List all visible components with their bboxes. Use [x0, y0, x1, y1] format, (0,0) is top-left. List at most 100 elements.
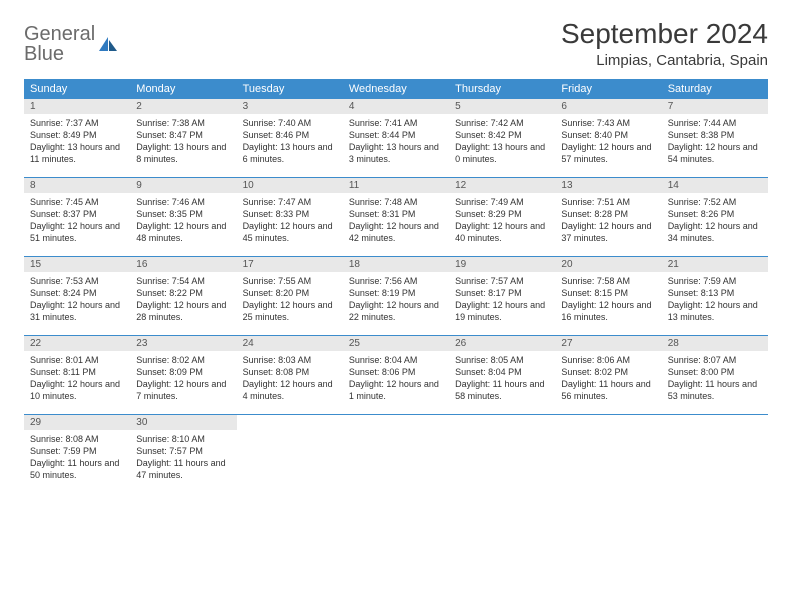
sunset-text: Sunset: 8:17 PM: [455, 287, 549, 299]
day-cell: [237, 415, 343, 493]
sunset-text: Sunset: 8:15 PM: [561, 287, 655, 299]
day-body: Sunrise: 7:52 AMSunset: 8:26 PMDaylight:…: [662, 193, 768, 251]
daylight-text: Daylight: 12 hours and 13 minutes.: [668, 299, 762, 323]
sunset-text: Sunset: 8:44 PM: [349, 129, 443, 141]
daylight-text: Daylight: 12 hours and 40 minutes.: [455, 220, 549, 244]
day-body: Sunrise: 7:49 AMSunset: 8:29 PMDaylight:…: [449, 193, 555, 251]
day-header: Saturday: [662, 79, 768, 99]
day-cell: 5Sunrise: 7:42 AMSunset: 8:42 PMDaylight…: [449, 99, 555, 177]
day-body: Sunrise: 7:40 AMSunset: 8:46 PMDaylight:…: [237, 114, 343, 172]
day-number: 2: [130, 99, 236, 114]
day-body: Sunrise: 8:03 AMSunset: 8:08 PMDaylight:…: [237, 351, 343, 409]
daylight-text: Daylight: 12 hours and 4 minutes.: [243, 378, 337, 402]
sunrise-text: Sunrise: 7:40 AM: [243, 117, 337, 129]
day-cell: 16Sunrise: 7:54 AMSunset: 8:22 PMDayligh…: [130, 257, 236, 335]
sunset-text: Sunset: 8:29 PM: [455, 208, 549, 220]
sunrise-text: Sunrise: 7:54 AM: [136, 275, 230, 287]
logo: General Blue: [24, 18, 119, 64]
sunrise-text: Sunrise: 7:46 AM: [136, 196, 230, 208]
day-body: Sunrise: 7:45 AMSunset: 8:37 PMDaylight:…: [24, 193, 130, 251]
day-number: 8: [24, 178, 130, 193]
day-body: Sunrise: 8:07 AMSunset: 8:00 PMDaylight:…: [662, 351, 768, 409]
daylight-text: Daylight: 12 hours and 57 minutes.: [561, 141, 655, 165]
sunset-text: Sunset: 7:57 PM: [136, 445, 230, 457]
calendar: SundayMondayTuesdayWednesdayThursdayFrid…: [24, 79, 768, 493]
day-number: 1: [24, 99, 130, 114]
day-body: Sunrise: 7:44 AMSunset: 8:38 PMDaylight:…: [662, 114, 768, 172]
sunrise-text: Sunrise: 7:58 AM: [561, 275, 655, 287]
day-number: 13: [555, 178, 661, 193]
day-number: 22: [24, 336, 130, 351]
day-cell: 11 Sunrise: 7:48 AMSunset: 8:31 PMDayligh…: [343, 178, 449, 256]
day-body: Sunrise: 8:05 AMSunset: 8:04 PMDaylight:…: [449, 351, 555, 409]
day-cell: 29Sunrise: 8:08 AMSunset: 7:59 PMDayligh…: [24, 415, 130, 493]
day-body: Sunrise: 8:01 AMSunset: 8:11 PMDaylight:…: [24, 351, 130, 409]
sunrise-text: Sunrise: 7:41 AM: [349, 117, 443, 129]
sunrise-text: Sunrise: 8:03 AM: [243, 354, 337, 366]
day-cell: [555, 415, 661, 493]
logo-line2: Blue: [24, 44, 95, 64]
day-number: 18: [343, 257, 449, 272]
day-number: 11: [343, 178, 449, 193]
day-cell: 17Sunrise: 7:55 AMSunset: 8:20 PMDayligh…: [237, 257, 343, 335]
day-number: 9: [130, 178, 236, 193]
day-number: 28: [662, 336, 768, 351]
daylight-text: Daylight: 12 hours and 31 minutes.: [30, 299, 124, 323]
day-header: Friday: [555, 79, 661, 99]
daylight-text: Daylight: 12 hours and 10 minutes.: [30, 378, 124, 402]
day-cell: 3Sunrise: 7:40 AMSunset: 8:46 PMDaylight…: [237, 99, 343, 177]
day-body: Sunrise: 7:55 AMSunset: 8:20 PMDaylight:…: [237, 272, 343, 330]
sunset-text: Sunset: 8:35 PM: [136, 208, 230, 220]
day-body: Sunrise: 7:47 AMSunset: 8:33 PMDaylight:…: [237, 193, 343, 251]
sunset-text: Sunset: 8:42 PM: [455, 129, 549, 141]
day-number: 24: [237, 336, 343, 351]
day-body: Sunrise: 7:56 AMSunset: 8:19 PMDaylight:…: [343, 272, 449, 330]
daylight-text: Daylight: 13 hours and 11 minutes.: [30, 141, 124, 165]
day-number: 15: [24, 257, 130, 272]
day-body: Sunrise: 8:02 AMSunset: 8:09 PMDaylight:…: [130, 351, 236, 409]
sunrise-text: Sunrise: 7:49 AM: [455, 196, 549, 208]
day-number: 6: [555, 99, 661, 114]
sunrise-text: Sunrise: 7:45 AM: [30, 196, 124, 208]
sunrise-text: Sunrise: 8:05 AM: [455, 354, 549, 366]
day-cell: 4Sunrise: 7:41 AMSunset: 8:44 PMDaylight…: [343, 99, 449, 177]
day-cell: 13Sunrise: 7:51 AMSunset: 8:28 PMDayligh…: [555, 178, 661, 256]
daylight-text: Daylight: 12 hours and 54 minutes.: [668, 141, 762, 165]
header: General Blue September 2024 Limpias, Can…: [24, 18, 768, 69]
day-number: 25: [343, 336, 449, 351]
day-cell: 25Sunrise: 8:04 AMSunset: 8:06 PMDayligh…: [343, 336, 449, 414]
sunset-text: Sunset: 8:37 PM: [30, 208, 124, 220]
day-number: 12: [449, 178, 555, 193]
sunrise-text: Sunrise: 7:53 AM: [30, 275, 124, 287]
day-number: 5: [449, 99, 555, 114]
daylight-text: Daylight: 12 hours and 51 minutes.: [30, 220, 124, 244]
sunset-text: Sunset: 8:24 PM: [30, 287, 124, 299]
daylight-text: Daylight: 13 hours and 0 minutes.: [455, 141, 549, 165]
day-number: 3: [237, 99, 343, 114]
sunrise-text: Sunrise: 7:55 AM: [243, 275, 337, 287]
day-cell: 19Sunrise: 7:57 AMSunset: 8:17 PMDayligh…: [449, 257, 555, 335]
sunset-text: Sunset: 8:04 PM: [455, 366, 549, 378]
day-number: 19: [449, 257, 555, 272]
day-number: 21: [662, 257, 768, 272]
daylight-text: Daylight: 12 hours and 25 minutes.: [243, 299, 337, 323]
day-cell: 9Sunrise: 7:46 AMSunset: 8:35 PMDaylight…: [130, 178, 236, 256]
daylight-text: Daylight: 11 hours and 53 minutes.: [668, 378, 762, 402]
sunrise-text: Sunrise: 8:01 AM: [30, 354, 124, 366]
sunrise-text: Sunrise: 8:02 AM: [136, 354, 230, 366]
day-number: 14: [662, 178, 768, 193]
daylight-text: Daylight: 12 hours and 42 minutes.: [349, 220, 443, 244]
day-header: Sunday: [24, 79, 130, 99]
daylight-text: Daylight: 12 hours and 45 minutes.: [243, 220, 337, 244]
day-body: Sunrise: 7:54 AMSunset: 8:22 PMDaylight:…: [130, 272, 236, 330]
day-cell: 2Sunrise: 7:38 AMSunset: 8:47 PMDaylight…: [130, 99, 236, 177]
sunrise-text: Sunrise: 7:48 AM: [349, 196, 443, 208]
sunset-text: Sunset: 8:31 PM: [349, 208, 443, 220]
sunset-text: Sunset: 8:09 PM: [136, 366, 230, 378]
day-cell: 8Sunrise: 7:45 AMSunset: 8:37 PMDaylight…: [24, 178, 130, 256]
sunrise-text: Sunrise: 7:52 AM: [668, 196, 762, 208]
daylight-text: Daylight: 11 hours and 58 minutes.: [455, 378, 549, 402]
day-number: 29: [24, 415, 130, 430]
sunset-text: Sunset: 8:47 PM: [136, 129, 230, 141]
daylight-text: Daylight: 12 hours and 1 minute.: [349, 378, 443, 402]
